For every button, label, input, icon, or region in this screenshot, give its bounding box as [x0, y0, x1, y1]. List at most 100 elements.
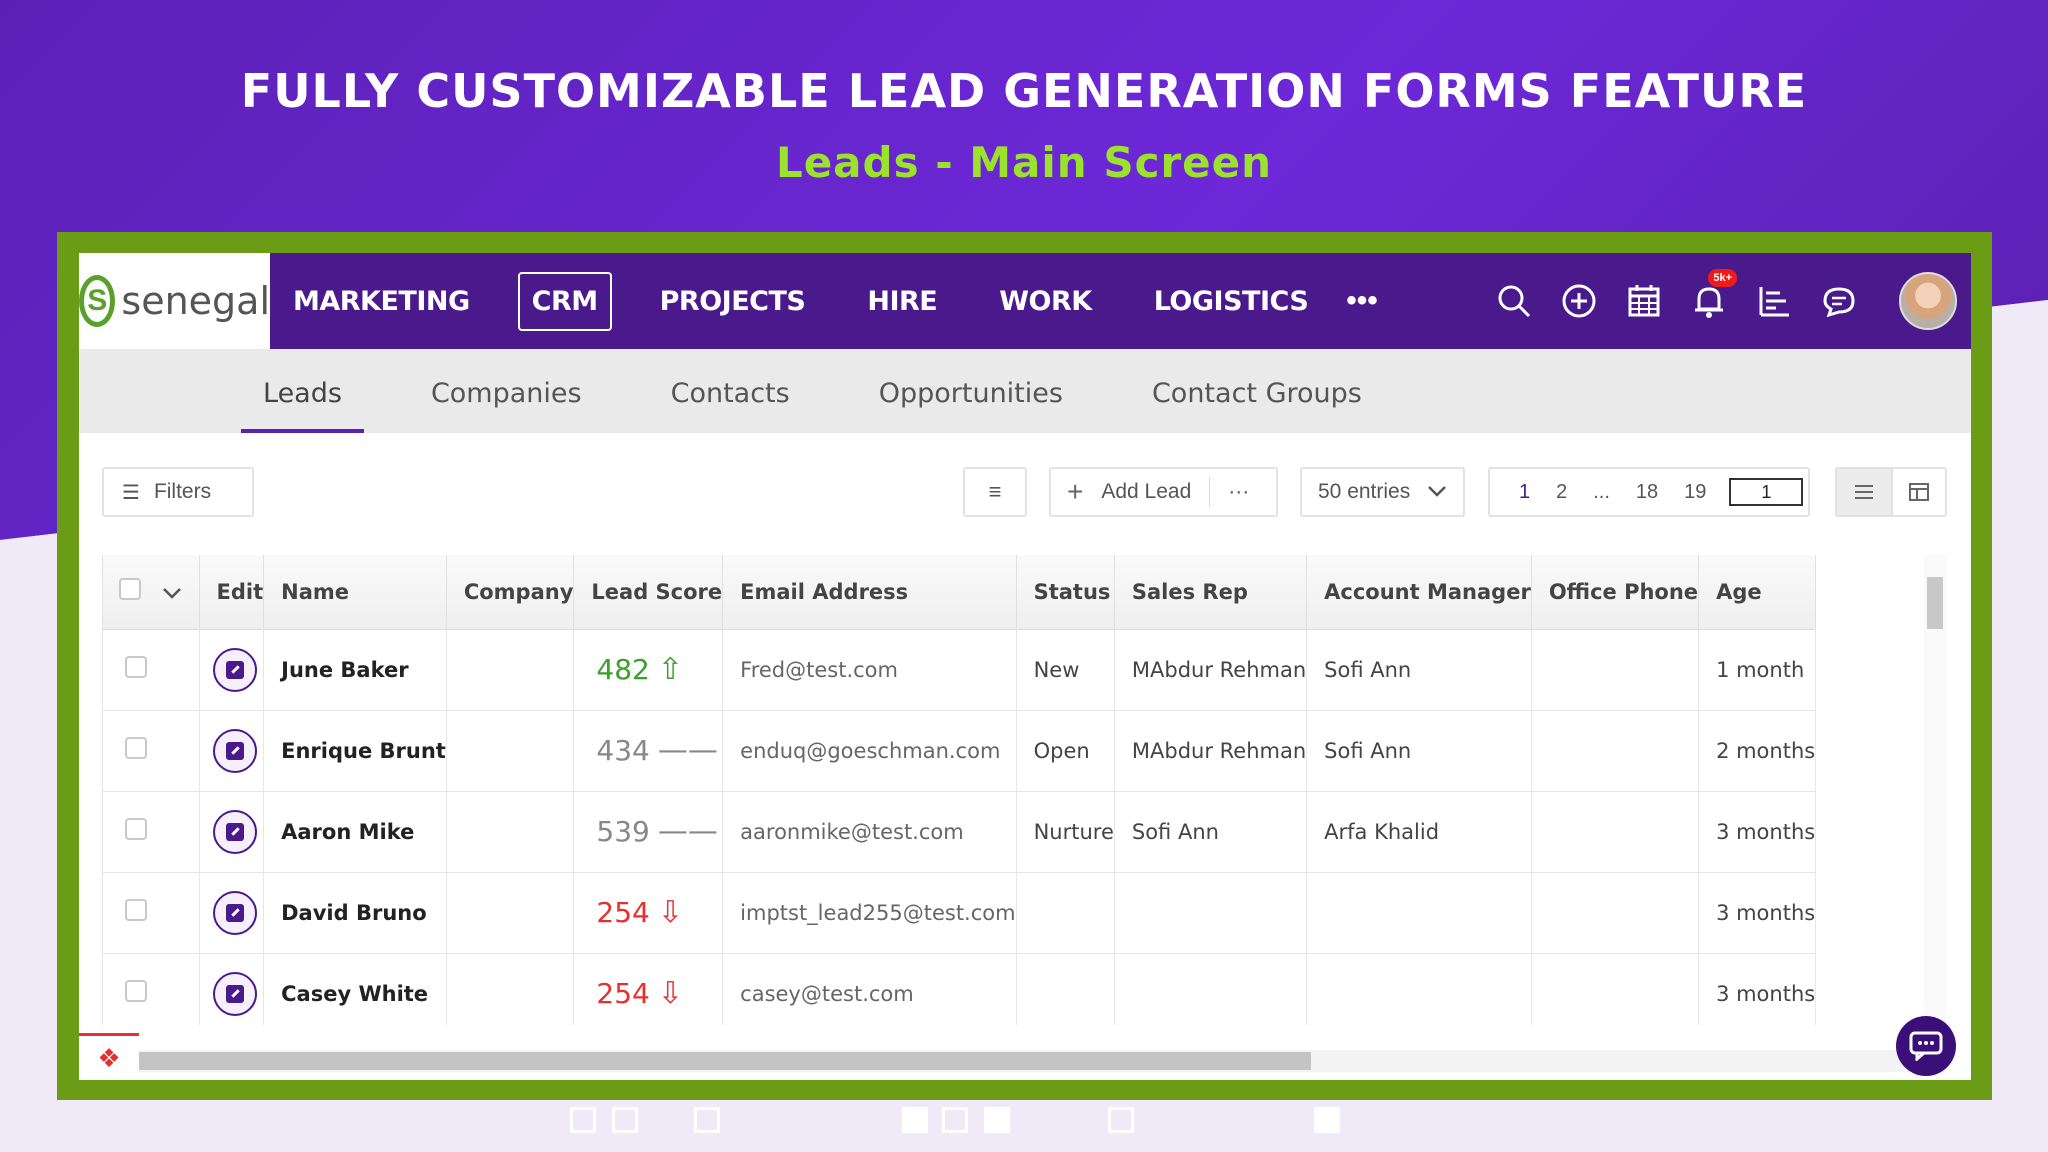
nav-more-button[interactable]: •••	[1346, 284, 1378, 317]
row-checkbox[interactable]	[125, 899, 147, 921]
tab-companies[interactable]: Companies	[430, 378, 582, 409]
entries-label: 50 entries	[1318, 480, 1411, 503]
page-number-input[interactable]: 1	[1729, 478, 1804, 506]
trend-down-icon: ⇩	[657, 895, 683, 930]
horizontal-scrollbar[interactable]	[139, 1050, 1939, 1072]
laravel-icon[interactable]: ❖	[79, 1033, 139, 1080]
nav-item-work[interactable]: WORK	[999, 285, 1092, 317]
entries-select[interactable]: 50 entries	[1300, 467, 1465, 517]
page-link[interactable]: 1	[1519, 480, 1531, 503]
lead-name[interactable]: Casey White	[263, 953, 447, 1025]
trend-down-icon: ⇩	[657, 976, 683, 1011]
filters-button[interactable]: ☰ Filters	[102, 467, 254, 517]
nav-item-hire[interactable]: HIRE	[867, 285, 938, 317]
lead-score-cell: 254 ⇩	[573, 872, 724, 954]
edit-icon[interactable]	[212, 809, 257, 854]
table-body: June Baker 482 ⇧ Fred@test.com New MAbdur Reh…	[103, 629, 1817, 1025]
brand-logo[interactable]: S senegal	[79, 253, 270, 349]
table-row[interactable]: David Bruno 254 ⇩ imptst_lead255@test.com 3 …	[103, 872, 1817, 954]
age-cell: 1 month	[1698, 629, 1817, 711]
row-checkbox[interactable]	[125, 980, 147, 1002]
page-link[interactable]: 2	[1556, 480, 1568, 503]
reports-icon[interactable]	[1754, 281, 1794, 321]
tab-contacts[interactable]: Contacts	[670, 378, 790, 409]
age-cell: 3 months	[1698, 872, 1817, 954]
filter-sliders-icon: ☰	[122, 481, 140, 504]
divider	[1209, 477, 1211, 507]
logo-icon: S	[79, 275, 116, 327]
vertical-scroll-thumb[interactable]	[1927, 577, 1943, 629]
more-actions-button[interactable]: ···	[1228, 480, 1250, 503]
table-row[interactable]: June Baker 482 ⇧ Fred@test.com New MAbdur Reh…	[103, 629, 1817, 711]
row-checkbox[interactable]	[125, 656, 147, 678]
board-view-button[interactable]	[1891, 467, 1947, 517]
column-header-office-phone[interactable]: Office Phone	[1531, 555, 1700, 630]
list-view-button[interactable]	[1835, 467, 1891, 517]
column-header-lead-score[interactable]: Lead Score	[573, 555, 724, 630]
decor-square	[612, 1107, 638, 1133]
account-manager-cell	[1306, 953, 1532, 1025]
column-header-age[interactable]: Age	[1698, 555, 1817, 630]
column-header-edit[interactable]: Edit	[199, 555, 265, 630]
edit-cell	[199, 629, 265, 711]
bell-icon[interactable]: 5k+	[1689, 269, 1737, 321]
column-header-sales-rep[interactable]: Sales Rep	[1114, 555, 1308, 630]
column-header-company[interactable]: Company	[446, 555, 575, 630]
account-manager-cell: Sofi Ann	[1306, 629, 1532, 711]
status-cell	[1016, 953, 1115, 1025]
nav-item-projects[interactable]: PROJECTS	[659, 285, 806, 317]
edit-icon[interactable]	[212, 971, 257, 1016]
email-cell[interactable]: casey@test.com	[722, 953, 1017, 1025]
nav-item-crm[interactable]: CRM	[517, 271, 612, 331]
lead-score: 482	[596, 653, 650, 686]
column-header-email-address[interactable]: Email Address	[722, 555, 1017, 630]
column-header-account-manager[interactable]: Account Manager	[1306, 555, 1532, 630]
lead-name[interactable]: June Baker	[263, 629, 447, 711]
chat-icon[interactable]	[1819, 281, 1859, 321]
select-all-checkbox[interactable]	[119, 578, 141, 601]
export-button[interactable]: ≡	[963, 467, 1027, 517]
vertical-scrollbar[interactable]	[1924, 555, 1946, 1025]
page-link[interactable]: 18	[1635, 480, 1659, 503]
user-avatar[interactable]	[1899, 272, 1957, 330]
email-cell[interactable]: enduq@goeschman.com	[722, 710, 1017, 792]
search-icon[interactable]	[1494, 281, 1534, 321]
horizontal-scroll-thumb[interactable]	[139, 1052, 1311, 1070]
calendar-icon[interactable]	[1624, 281, 1664, 321]
table-row[interactable]: Enrique Brunt 434 —— enduq@goeschman.com Ope…	[103, 710, 1817, 792]
chat-widget-button[interactable]	[1896, 1016, 1956, 1076]
edit-icon[interactable]	[212, 647, 257, 692]
column-header-name[interactable]: Name	[263, 555, 447, 630]
email-cell[interactable]: imptst_lead255@test.com	[722, 872, 1017, 954]
email-cell[interactable]: Fred@test.com	[722, 629, 1017, 711]
lead-name[interactable]: Aaron Mike	[263, 791, 447, 873]
headline: FULLY CUSTOMIZABLE LEAD GENERATION FORMS…	[240, 64, 1808, 118]
table-row[interactable]: Aaron Mike 539 —— aaronmike@test.com Nurture…	[103, 791, 1817, 873]
table-row[interactable]: Casey White 254 ⇩ casey@test.com 3 months	[103, 953, 1817, 1025]
nav-item-marketing[interactable]: MARKETING	[293, 285, 470, 317]
lead-score: 254	[596, 977, 650, 1010]
office-phone-cell	[1531, 953, 1700, 1025]
tab-contact-groups[interactable]: Contact Groups	[1151, 378, 1362, 409]
crm-subtabs: Leads Companies Contacts Opportunities Conta…	[79, 349, 1971, 433]
account-manager-cell	[1306, 872, 1532, 954]
tab-opportunities[interactable]: Opportunities	[878, 378, 1063, 409]
add-circle-icon[interactable]	[1559, 281, 1599, 321]
edit-icon[interactable]	[212, 890, 257, 935]
row-checkbox[interactable]	[125, 737, 147, 759]
notification-badge: 5k+	[1708, 269, 1737, 287]
column-header-status[interactable]: Status	[1016, 555, 1115, 630]
lead-name[interactable]: Enrique Brunt	[263, 710, 447, 792]
page-link[interactable]: 19	[1684, 480, 1707, 503]
lead-score: 434	[596, 734, 650, 767]
edit-icon[interactable]	[212, 728, 257, 773]
plus-icon[interactable]: +	[1067, 476, 1084, 507]
age-cell: 3 months	[1698, 953, 1817, 1025]
add-lead-button[interactable]: Add Lead	[1101, 480, 1192, 503]
lead-name[interactable]: David Bruno	[263, 872, 447, 954]
nav-item-logistics[interactable]: LOGISTICS	[1153, 285, 1309, 317]
subheadline: Leads - Main Screen	[775, 138, 1273, 187]
tab-leads[interactable]: Leads	[241, 378, 364, 433]
row-checkbox[interactable]	[125, 818, 147, 840]
email-cell[interactable]: aaronmike@test.com	[722, 791, 1017, 873]
